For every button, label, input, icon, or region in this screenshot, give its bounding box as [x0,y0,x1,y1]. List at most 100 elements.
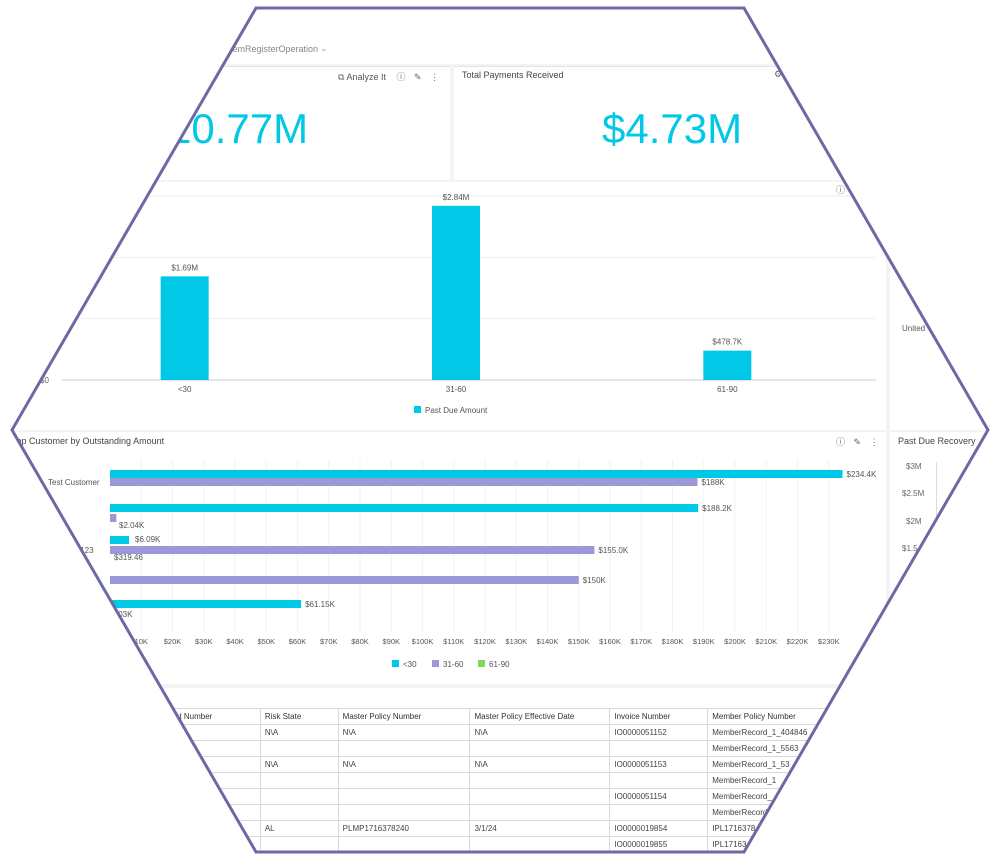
col-header-number[interactable]: nt Number [170,708,261,725]
table-cell [259,740,339,757]
bar [110,576,579,584]
bar [110,504,699,512]
category-label: t123 [78,546,94,555]
col-header-effective-date[interactable]: Master Policy Effective Date [469,708,611,725]
legend-label: <30 [403,660,417,669]
x-tick-label: 10K [135,637,148,646]
settings-icon[interactable]: ⚙ [774,69,783,79]
recovery-y-tick: $2.5M [902,489,925,498]
bar [110,600,302,608]
data-label: $478.7K [712,338,742,347]
cube-icon[interactable]: ⧉ [338,72,345,82]
bar [110,470,843,478]
table-row[interactable]: MemberRecord_ [170,804,870,821]
past-due-recovery-title: Past Due Recovery [898,436,976,446]
table-cell: IO0000051153 [609,756,709,773]
table-cell: PLMP1716378240 [337,820,471,837]
legend-label: 31-60 [443,660,464,669]
x-tick-label: $80K [351,637,369,646]
table-cell [609,740,709,757]
y-tick-label: $0 [40,376,49,385]
table-cell [259,804,339,821]
table-cell [469,804,611,821]
breadcrumb[interactable]: temRegisterOperation [230,44,319,54]
x-tick-label: $160K [599,637,621,646]
right-stub-label: United [902,324,926,333]
data-label: $234.4K [847,470,877,479]
table-header-row: nt Number Risk State Master Policy Numbe… [170,708,870,725]
table-cell: IO0000051152 [609,724,709,741]
col-header-member-policy[interactable]: Member Policy Number [707,708,870,725]
chevron-down-icon[interactable]: ⌄ [320,43,328,53]
table-cell: N\A [259,724,339,741]
col-header-risk-state[interactable]: Risk State [259,708,339,725]
table-cell: MemberRecord_ [707,804,870,821]
x-tick-label: $110K [443,637,464,646]
x-tick-label: $60K [289,637,307,646]
legend-swatch [392,660,399,667]
table-row[interactable]: AL PLMP1716378240 3/1/24 IO0000019854 IPL171… [170,820,870,837]
x-tick-label: <30 [178,385,192,394]
table-row[interactable]: N\A N\A N\A IO0000051153 MemberRecord_1_53 [170,756,870,773]
bar [110,546,595,554]
table-cell [337,836,471,852]
info-icon[interactable]: ⓘ [396,72,406,82]
table-cell [170,836,261,852]
aging-bar-chart: $0 $1.69M <30 $2.84M 31-60 $478.7K 61-90 Past D… [40,193,876,415]
col-header-invoice-number[interactable]: Invoice Number [609,708,709,725]
top-customer-panel: Top Customer by Outstanding Amount ⓘ ✎ ⋮… [12,432,886,684]
table-cell: IO0000019855 [609,836,709,852]
bar [703,350,752,380]
bar [432,205,480,380]
table-cell [469,740,611,757]
kpi-right-card: Total Payments Received ⚙ $4.73M [454,66,988,180]
x-tick-label: $130K [505,637,527,646]
table-cell [170,756,261,773]
x-tick-label: $140K [537,637,559,646]
table-cell [469,788,611,805]
analyze-it-button[interactable]: Analyze It [346,72,386,82]
edit-icon[interactable]: ✎ [414,72,422,82]
x-tick-label: $150K [568,637,590,646]
table-cell: N\A [259,756,339,773]
more-icon[interactable]: ⋮ [430,72,440,82]
table-cell [337,788,471,805]
table-cell: IO0000019854 [609,820,709,837]
legend-swatch [432,660,439,667]
data-label: $6.09K [135,535,161,544]
x-tick-label: $120K [474,637,496,646]
x-tick-label: $40K [226,637,244,646]
table-row[interactable]: IO0000019855 IPL17163 [170,836,870,852]
table-cell [259,772,339,789]
aging-chart-panel: ⓘ $0 $1.69M <30 $2.84M 31-60 $478.7K 61-90 Past… [12,182,886,430]
table-row[interactable]: N\A N\A N\A IO0000051152 MemberRecord_1_4048… [170,724,870,741]
col-header-master-policy[interactable]: Master Policy Number [337,708,471,725]
table-cell [609,772,709,789]
recovery-y-tick: $1.5 [902,544,918,553]
recovery-axis [936,462,937,662]
table-cell [337,772,471,789]
table-cell [259,836,339,852]
table-cell [170,724,261,741]
legend-label: 61-90 [489,660,510,669]
table-cell [469,772,611,789]
data-label: $2.84M [443,193,470,202]
x-tick-label: $220K [787,637,809,646]
table-cell [170,820,261,837]
x-tick-label: $190K [693,637,715,646]
table-cell: AL [259,820,339,837]
table-cell: MemberRecord_1_404846 [707,724,870,741]
top-customer-bar-chart: 10K $20K $30K $40K $50K $60K $70K $80K $90K $100K… [48,460,877,669]
table-cell [469,836,611,852]
table-cell [170,788,261,805]
x-tick-label: $50K [257,637,275,646]
table-cell [170,740,261,757]
data-label: $319.46 [114,553,143,562]
kpi-right-title: Total Payments Received [462,70,564,80]
table-cell: MemberRecord_1_53 [707,756,870,773]
table-row[interactable]: MemberRecord_1 [170,772,870,789]
table-row[interactable]: IO0000051154 MemberRecord_ [170,788,870,805]
table-cell [170,772,261,789]
table-row[interactable]: MemberRecord_1_5563 [170,740,870,757]
kpi-right-value: $4.73M [602,105,743,152]
